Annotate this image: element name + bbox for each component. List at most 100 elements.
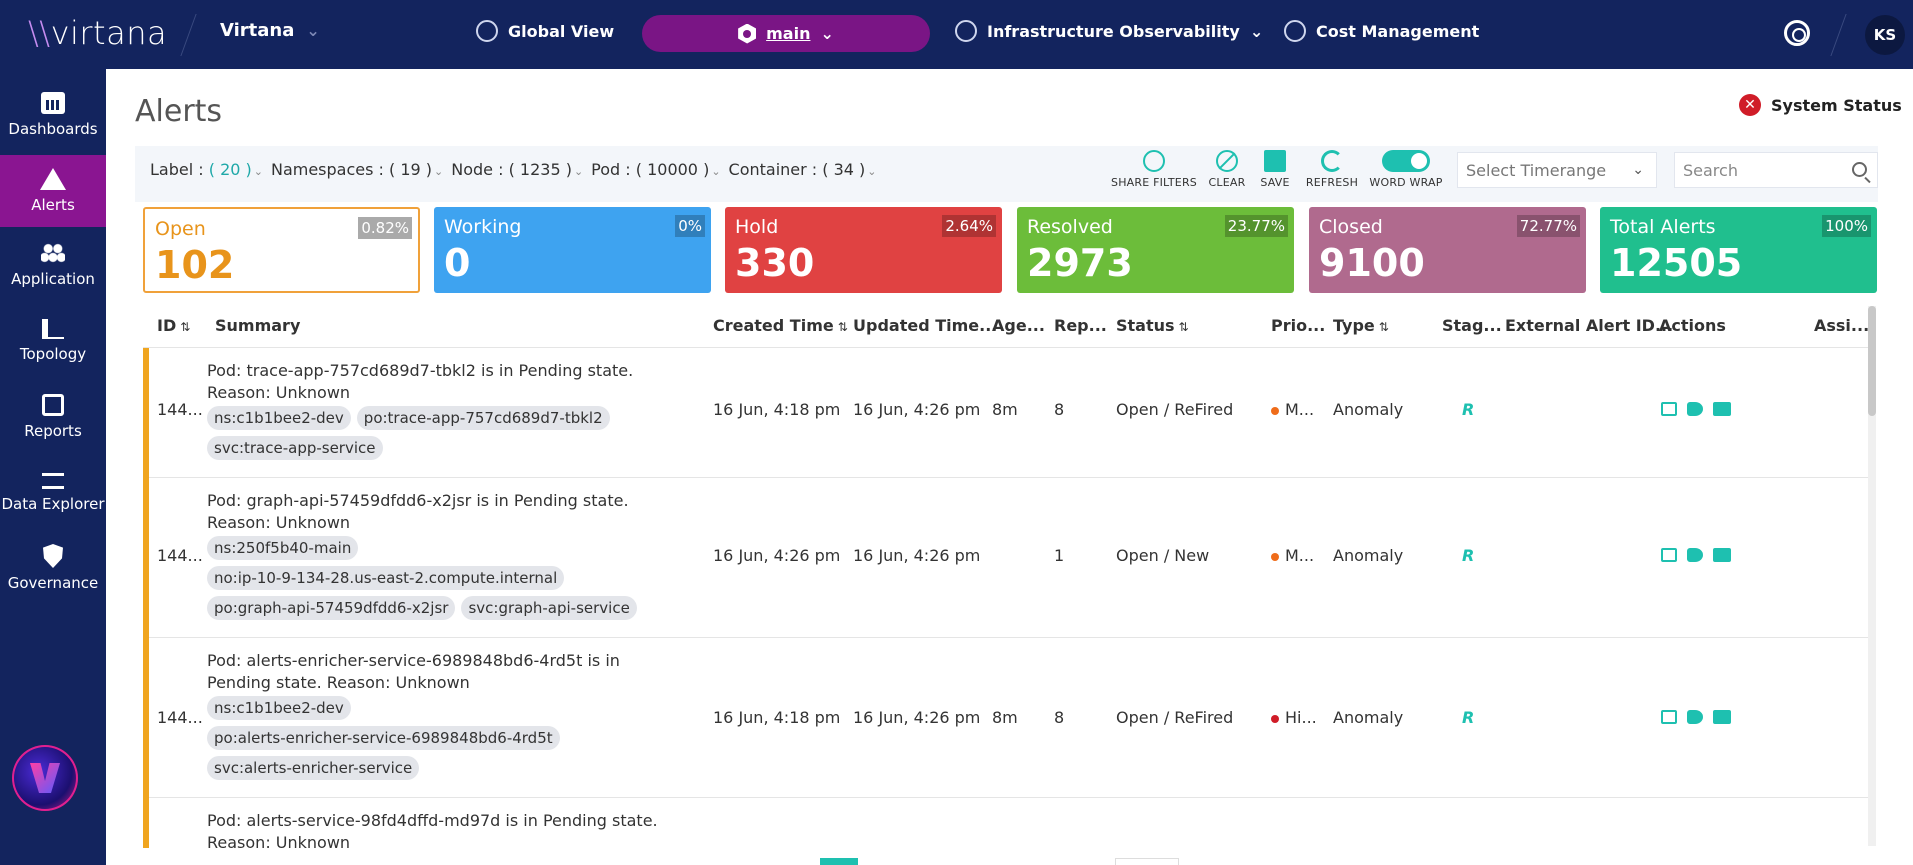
sort-icon[interactable]: ⇅ [1178,320,1189,334]
cost-icon [1284,20,1306,42]
share-filters-button[interactable]: SHARE FILTERS [1105,150,1203,189]
column-header-status[interactable]: Status ⇅ [1116,316,1189,335]
column-header-repeat[interactable]: Rep... [1054,316,1107,335]
timerange-select[interactable]: Select Timerange ⌄ [1457,152,1657,188]
nav-divider [180,14,197,56]
chevron-down-icon: ⌄ [867,165,877,178]
table-scrollbar[interactable] [1868,306,1876,846]
scrollbar-thumb[interactable] [1868,306,1876,416]
kpi-card-closed[interactable]: Closed 9100 72.77% [1309,207,1586,293]
sort-icon[interactable]: ⇅ [180,320,191,334]
label-chip[interactable]: svc:alerts-enricher-service [207,756,420,780]
column-header-priority[interactable]: Prio... [1271,316,1326,335]
workspace-selector[interactable]: main ⌄ [642,15,930,52]
search-input[interactable]: Search [1674,152,1878,188]
alert-id[interactable]: 144... [157,400,203,419]
kpi-percent: 23.77% [1224,215,1288,237]
label-chip[interactable]: svc:trace-app-service [207,436,383,460]
table-row[interactable]: 144... Pod: alerts-enricher-service-6989… [149,638,1870,798]
sidebar-item-dashboards[interactable]: Dashboards [0,79,106,151]
label-filter[interactable]: Label : ( 20 ) ⌄ [150,160,263,179]
email-icon[interactable] [1713,402,1731,416]
alert-stage[interactable]: R [1462,400,1475,419]
namespaces-filter[interactable]: Namespaces : ( 19 ) ⌄ [271,160,443,179]
column-header-stage[interactable]: Stag... [1442,316,1502,335]
alert-type: Anomaly [1333,400,1404,419]
chevron-down-icon: ⌄ [1632,162,1644,178]
kpi-card-resolved[interactable]: Resolved 2973 23.77% [1017,207,1294,293]
priority-label: M... [1285,546,1315,565]
user-avatar[interactable]: KS [1865,15,1905,55]
label-chip[interactable]: no:ip-10-9-134-28.us-east-2.compute.inte… [207,566,565,590]
system-status-button[interactable]: ✕ System Status [1739,94,1902,116]
alert-id[interactable]: 144... [157,546,203,565]
settings-gear-icon[interactable] [1784,20,1810,46]
column-header-assignee[interactable]: Assi... [1814,316,1870,335]
refresh-button[interactable]: REFRESH [1299,150,1365,189]
open-external-icon[interactable] [1661,710,1677,724]
label-chip[interactable]: ns:c1b1bee2-dev [207,696,351,720]
table-header: ID ⇅ Summary Created Time ⇅ Updated Time..… [143,306,1870,348]
kpi-card-working[interactable]: Working 0 0% [434,207,711,293]
search-icon[interactable] [1852,162,1867,177]
toggle-switch[interactable] [1382,150,1430,172]
kpi-percent: 0% [675,215,705,237]
column-header-type[interactable]: Type ⇅ [1333,316,1389,335]
pagination-current-page[interactable] [820,858,858,865]
email-icon[interactable] [1713,548,1731,562]
sidebar-item-alerts[interactable]: Alerts [0,155,106,227]
column-header-age[interactable]: Age... [992,316,1045,335]
column-header-summary[interactable]: Summary [215,316,301,335]
tag-icon[interactable] [1687,548,1703,562]
label-chip[interactable]: svc:graph-api-service [461,596,637,620]
column-header-id[interactable]: ID ⇅ [157,316,190,335]
alert-id[interactable]: 144... [157,708,203,727]
sort-icon[interactable]: ⇅ [837,320,848,334]
alerts-table-body: 144... Pod: trace-app-757cd689d7-tbkl2 i… [143,348,1870,848]
nav-divider [1830,14,1847,56]
column-header-updated-time[interactable]: Updated Time... [853,316,998,335]
kpi-card-open[interactable]: Open 102 0.82% [143,207,420,293]
container-filter[interactable]: Container : ( 34 ) ⌄ [729,160,877,179]
sidebar-item-data-explorer[interactable]: Data Explorer [0,457,106,529]
infra-observability-menu[interactable]: Infrastructure Observability ⌄ [955,20,1263,42]
virtana-logo[interactable]: \\virtana [28,14,168,52]
global-view-link[interactable]: Global View [476,20,614,42]
email-icon[interactable] [1713,710,1731,724]
sort-icon[interactable]: ⇅ [1378,320,1389,334]
table-row[interactable]: Pod: alerts-service-98fd4dffd-md97d is i… [149,798,1870,848]
column-header-external-alert-id[interactable]: External Alert ID... [1505,316,1674,335]
sidebar-item-application[interactable]: Application [0,229,106,301]
pagination-page-size[interactable] [1115,858,1179,865]
label-chip[interactable]: po:graph-api-57459dfdd6-x2jsr [207,596,456,620]
sidebar-item-governance[interactable]: Governance [0,532,106,604]
alert-stage[interactable]: R [1462,546,1475,565]
label-chip[interactable]: ns:c1b1bee2-dev [207,406,351,430]
kpi-card-hold[interactable]: Hold 330 2.64% [725,207,1002,293]
cost-management-link[interactable]: Cost Management [1284,20,1479,42]
save-button[interactable]: SAVE [1251,150,1299,189]
kpi-card-total[interactable]: Total Alerts 12505 100% [1600,207,1877,293]
column-header-created-time[interactable]: Created Time ⇅ [713,316,848,335]
tag-icon[interactable] [1687,710,1703,724]
dashboard-icon [41,92,65,114]
clear-label: CLEAR [1208,176,1246,189]
node-filter[interactable]: Node : ( 1235 ) ⌄ [451,160,583,179]
brand-badge-icon[interactable] [12,745,78,811]
table-row[interactable]: 144... Pod: graph-api-57459dfdd6-x2jsr i… [149,478,1870,638]
tag-icon[interactable] [1687,402,1703,416]
table-row[interactable]: 144... Pod: trace-app-757cd689d7-tbkl2 i… [149,348,1870,478]
pod-filter[interactable]: Pod : ( 10000 ) ⌄ [591,160,720,179]
label-chip[interactable]: po:trace-app-757cd689d7-tbkl2 [356,406,610,430]
word-wrap-toggle[interactable]: WORD WRAP [1365,150,1447,189]
repeat-count: 8 [1054,708,1065,727]
sidebar-item-reports[interactable]: Reports [0,381,106,453]
alert-stage[interactable]: R [1462,708,1475,727]
clear-button[interactable]: CLEAR [1203,150,1251,189]
sidebar-item-topology[interactable]: Topology [0,305,106,377]
tenant-selector[interactable]: Virtana ⌄ [220,20,320,41]
open-external-icon[interactable] [1661,548,1677,562]
open-external-icon[interactable] [1661,402,1677,416]
label-chip[interactable]: ns:250f5b40-main [207,536,359,560]
label-chip[interactable]: po:alerts-enricher-service-6989848bd6-4r… [207,726,560,750]
